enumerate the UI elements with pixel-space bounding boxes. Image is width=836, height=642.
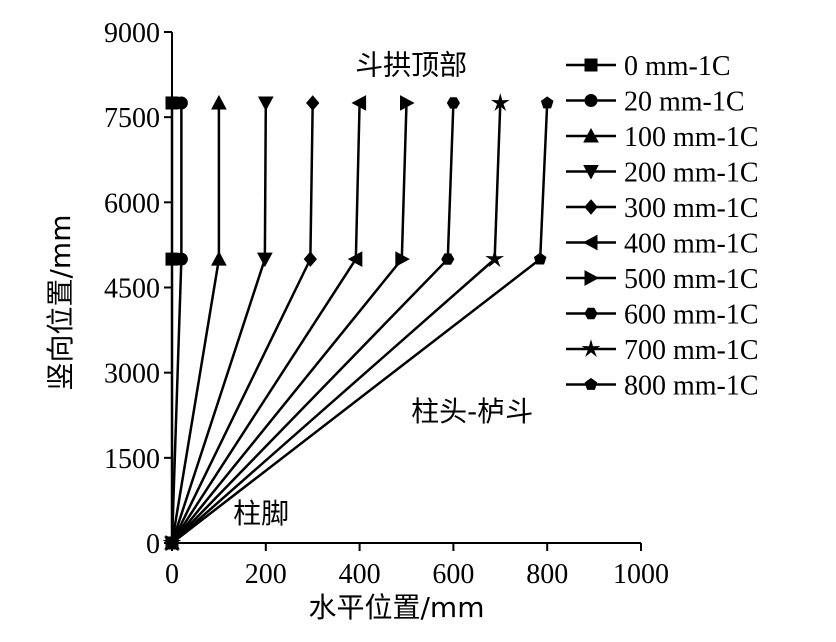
data-point bbox=[211, 94, 227, 110]
legend-label: 20 mm-1C bbox=[624, 87, 745, 118]
legend-marker bbox=[584, 58, 598, 72]
legend-item: 100 mm-1C bbox=[566, 122, 759, 153]
y-tick-label: 6000 bbox=[104, 188, 160, 219]
series-line bbox=[170, 102, 183, 544]
axes: 0 1500 3000 4500 6000 7500 9000 0 200 400 600 800 10… bbox=[44, 18, 669, 624]
series-0mm-1c bbox=[165, 96, 179, 550]
legend-label: 200 mm-1C bbox=[624, 158, 759, 189]
data-point bbox=[533, 252, 547, 265]
x-tick-label: 800 bbox=[526, 559, 568, 590]
x-tick-label: 1000 bbox=[613, 559, 669, 590]
legend-marker bbox=[584, 270, 600, 286]
annotation-label: 斗拱顶部 bbox=[355, 49, 467, 82]
y-tick-label: 0 bbox=[146, 529, 160, 560]
data-point bbox=[165, 536, 179, 549]
legend-item: 20 mm-1C bbox=[566, 87, 745, 118]
data-point bbox=[174, 252, 188, 266]
legend-item: 400 mm-1C bbox=[566, 229, 759, 260]
series-20mm-1c bbox=[165, 96, 188, 550]
x-tick-label: 0 bbox=[165, 559, 179, 590]
legend-marker bbox=[584, 307, 598, 320]
x-tick-label: 600 bbox=[432, 559, 474, 590]
legend-marker bbox=[584, 199, 598, 215]
data-point bbox=[211, 251, 227, 266]
y-tick-label: 9000 bbox=[104, 18, 160, 49]
legend-item: 0 mm-1C bbox=[566, 51, 731, 82]
legend-marker bbox=[582, 234, 598, 251]
legend-label: 0 mm-1C bbox=[624, 51, 731, 82]
x-tick-label: 400 bbox=[339, 559, 381, 590]
legend-marker bbox=[584, 377, 598, 390]
legend-item: 800 mm-1C bbox=[566, 371, 759, 402]
series-line bbox=[171, 102, 549, 544]
legend-marker bbox=[584, 94, 598, 107]
legend-label: 800 mm-1C bbox=[624, 371, 759, 402]
data-point bbox=[485, 249, 505, 268]
legend-item: 200 mm-1C bbox=[566, 158, 759, 189]
legend-marker bbox=[583, 127, 599, 143]
annotation-label: 柱头-栌斗 bbox=[411, 395, 533, 428]
data-point bbox=[257, 96, 274, 112]
annotation-label: 柱脚 bbox=[233, 497, 289, 530]
data-point bbox=[257, 252, 273, 268]
legend-item: 600 mm-1C bbox=[566, 300, 759, 331]
legend-label: 600 mm-1C bbox=[624, 300, 759, 331]
data-point bbox=[303, 251, 318, 267]
y-axis-title: 竖向位置/mm bbox=[44, 215, 77, 391]
data-point bbox=[306, 95, 320, 111]
legend-label: 500 mm-1C bbox=[624, 264, 759, 295]
legend-item: 500 mm-1C bbox=[566, 264, 759, 295]
legend-marker bbox=[583, 165, 599, 180]
data-point bbox=[441, 253, 455, 265]
data-point bbox=[347, 251, 363, 267]
y-tick-label: 3000 bbox=[104, 359, 160, 390]
data-point bbox=[395, 251, 410, 267]
data-point bbox=[174, 96, 188, 110]
y-tick-label: 7500 bbox=[104, 103, 160, 134]
x-axis-title: 水平位置/mm bbox=[309, 591, 485, 624]
y-tick-label: 1500 bbox=[104, 444, 160, 475]
data-point bbox=[490, 93, 510, 111]
legend-label: 300 mm-1C bbox=[624, 193, 759, 224]
series-group bbox=[162, 93, 554, 552]
x-tick-label: 200 bbox=[245, 559, 287, 590]
legend-label: 700 mm-1C bbox=[624, 335, 759, 366]
legend-item: 700 mm-1C bbox=[566, 335, 759, 366]
data-point bbox=[400, 95, 415, 111]
data-point bbox=[540, 96, 554, 109]
data-point bbox=[446, 97, 460, 109]
legend-marker bbox=[581, 339, 601, 357]
data-point bbox=[351, 95, 367, 111]
legend-label: 400 mm-1C bbox=[624, 229, 759, 260]
legend-label: 100 mm-1C bbox=[624, 122, 759, 153]
legend: 0 mm-1C 20 mm-1C 100 mm-1C 200 mm-1C 300 mm-… bbox=[566, 51, 759, 402]
legend-item: 300 mm-1C bbox=[566, 193, 759, 224]
y-tick-label: 4500 bbox=[104, 274, 160, 305]
series-800mm-1c bbox=[165, 96, 554, 549]
